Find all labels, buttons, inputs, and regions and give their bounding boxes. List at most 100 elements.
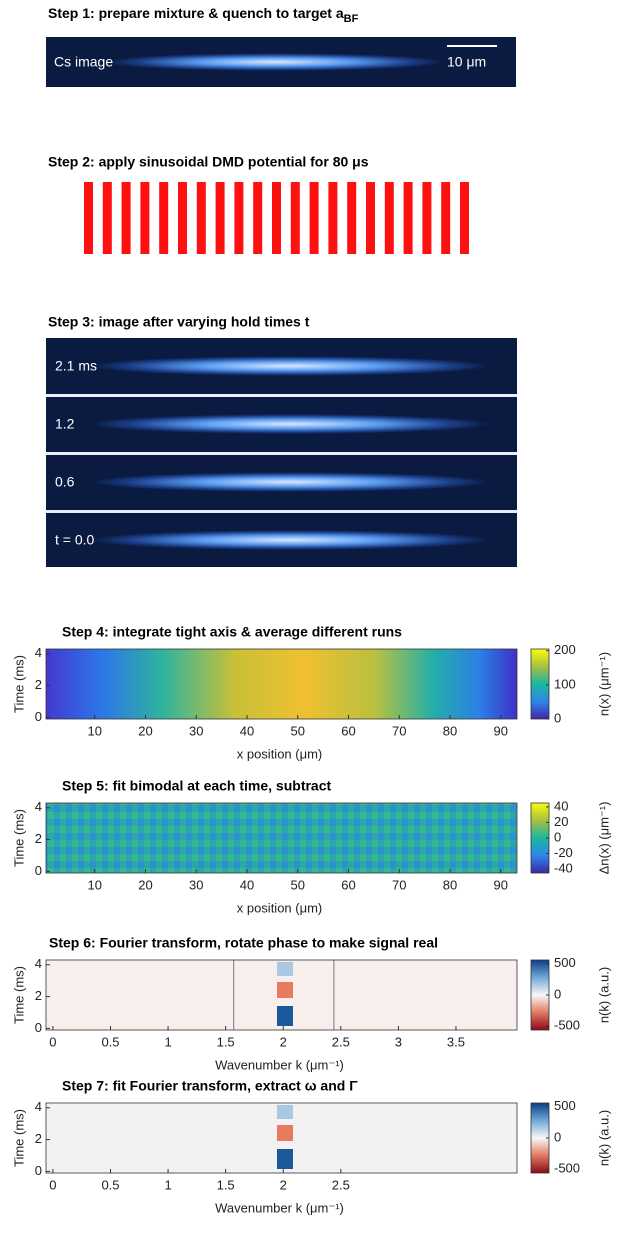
colorbar-tick-label: 0 bbox=[554, 986, 561, 1001]
x-tick-label: 30 bbox=[189, 877, 203, 892]
dmd-stripe bbox=[422, 182, 432, 254]
step-title: Step 3: image after varying hold times t bbox=[48, 314, 310, 330]
dmd-stripe bbox=[234, 182, 244, 254]
x-tick-label: 90 bbox=[494, 877, 508, 892]
x-tick-label: 30 bbox=[189, 723, 203, 738]
dmd-stripe bbox=[403, 182, 413, 254]
heatmap-feature bbox=[277, 962, 293, 976]
step-title: Step 2: apply sinusoidal DMD potential f… bbox=[48, 154, 369, 170]
heatmap-feature bbox=[277, 1006, 293, 1026]
colorbar-label: n(k) (a.u.) bbox=[596, 1110, 611, 1166]
image-label: t = 0.0 bbox=[55, 532, 95, 548]
image-label: Cs image bbox=[54, 54, 113, 70]
x-axis-label: x position (μm) bbox=[237, 900, 323, 915]
heatmap-panel: Step 7: fit Fourier transform, extract ω… bbox=[11, 1078, 611, 1216]
atom-cloud bbox=[90, 472, 490, 492]
dmd-stripe bbox=[460, 182, 469, 254]
x-tick-label: 0 bbox=[49, 1177, 56, 1192]
dmd-stripe bbox=[121, 182, 131, 254]
x-tick-label: 10 bbox=[87, 877, 101, 892]
plot-frame bbox=[45, 802, 518, 874]
separator bbox=[46, 510, 517, 513]
colorbar-tick-label: 200 bbox=[554, 642, 576, 657]
colorbar-tick-label: 40 bbox=[554, 798, 568, 813]
dmd-stripe bbox=[384, 182, 394, 254]
y-tick-label: 2 bbox=[35, 677, 42, 692]
x-tick-label: 1 bbox=[164, 1177, 171, 1192]
colorbar-tick-label: -500 bbox=[554, 1018, 580, 1033]
y-tick-label: 0 bbox=[35, 1020, 42, 1035]
dmd-pattern bbox=[84, 182, 469, 254]
dmd-stripe bbox=[178, 182, 187, 254]
y-tick-label: 0 bbox=[35, 1163, 42, 1178]
image-label: 2.1 ms bbox=[55, 358, 97, 374]
image-label: 1.2 bbox=[55, 416, 75, 432]
x-tick-label: 60 bbox=[341, 877, 355, 892]
colorbar-label: n(x) (μm⁻¹) bbox=[596, 652, 611, 716]
x-tick-label: 0.5 bbox=[101, 1034, 119, 1049]
dmd-stripe bbox=[328, 182, 338, 254]
x-axis-label: Wavenumber k (μm⁻¹) bbox=[215, 1200, 344, 1215]
step-title: Step 6: Fourier transform, rotate phase … bbox=[49, 935, 438, 951]
x-tick-label: 40 bbox=[240, 723, 254, 738]
x-tick-label: 1.5 bbox=[217, 1034, 235, 1049]
x-tick-label: 20 bbox=[138, 723, 152, 738]
x-tick-label: 1.5 bbox=[217, 1177, 235, 1192]
dmd-stripe bbox=[272, 182, 281, 254]
heatmap-feature bbox=[277, 1149, 293, 1169]
heatmap-feature bbox=[277, 1105, 293, 1119]
y-tick-label: 0 bbox=[35, 709, 42, 724]
dmd-stripe bbox=[196, 182, 206, 254]
dmd-stripe bbox=[309, 182, 319, 254]
y-tick-label: 4 bbox=[35, 956, 42, 971]
plot-frame bbox=[45, 648, 518, 720]
step-title: Step 1: prepare mixture & quench to targ… bbox=[48, 5, 359, 25]
x-tick-label: 20 bbox=[138, 877, 152, 892]
step-title: Step 7: fit Fourier transform, extract ω… bbox=[62, 1078, 358, 1094]
x-tick-label: 70 bbox=[392, 723, 406, 738]
image-label: 0.6 bbox=[55, 474, 75, 490]
colorbar-tick-label: 0 bbox=[554, 1129, 561, 1144]
colorbar-label: n(k) (a.u.) bbox=[596, 967, 611, 1023]
y-tick-label: 0 bbox=[35, 863, 42, 878]
colorbar-tick-label: -500 bbox=[554, 1161, 580, 1176]
y-axis-label: Time (ms) bbox=[11, 655, 26, 713]
separator bbox=[46, 394, 517, 397]
atom-cloud bbox=[90, 530, 490, 550]
y-tick-label: 2 bbox=[35, 1131, 42, 1146]
step-title: Step 4: integrate tight axis & average d… bbox=[62, 624, 402, 640]
dmd-stripe bbox=[159, 182, 169, 254]
x-tick-label: 50 bbox=[291, 877, 305, 892]
atom-cloud bbox=[90, 414, 490, 434]
y-tick-label: 4 bbox=[35, 799, 42, 814]
x-tick-label: 0.5 bbox=[101, 1177, 119, 1192]
plot-frame bbox=[45, 959, 518, 1031]
colorbar-tick-label: 100 bbox=[554, 676, 576, 691]
dmd-stripe bbox=[102, 182, 112, 254]
dmd-stripe bbox=[253, 182, 263, 254]
dmd-stripe bbox=[366, 182, 375, 254]
colorbar-tick-label: -40 bbox=[554, 861, 573, 876]
step-title: Step 5: fit bimodal at each time, subtra… bbox=[62, 778, 332, 794]
y-tick-label: 2 bbox=[35, 988, 42, 1003]
colorbar-tick-label: 20 bbox=[554, 814, 568, 829]
heatmap-feature bbox=[277, 982, 293, 998]
dmd-stripe bbox=[215, 182, 225, 254]
x-tick-label: 2 bbox=[280, 1177, 287, 1192]
x-tick-label: 80 bbox=[443, 723, 457, 738]
scale-bar-label: 10 μm bbox=[447, 54, 486, 70]
heatmap-panel: Step 4: integrate tight axis & average d… bbox=[11, 624, 611, 762]
y-axis-label: Time (ms) bbox=[11, 809, 26, 867]
image-stack: 2.1 ms 1.2 0.6 t = 0.0 bbox=[46, 338, 517, 567]
colorbar-label: Δn(x) (μm⁻¹) bbox=[596, 802, 611, 875]
dmd-stripe bbox=[140, 182, 150, 254]
dmd-stripe bbox=[347, 182, 357, 254]
x-tick-label: 2 bbox=[280, 1034, 287, 1049]
heatmap bbox=[46, 649, 517, 719]
heatmap-panel: Step 5: fit bimodal at each time, subtra… bbox=[11, 778, 611, 916]
plot-frame bbox=[45, 1102, 518, 1174]
heatmap-panel: Step 6: Fourier transform, rotate phase … bbox=[11, 935, 611, 1073]
x-tick-label: 3.5 bbox=[447, 1034, 465, 1049]
x-tick-label: 60 bbox=[341, 723, 355, 738]
